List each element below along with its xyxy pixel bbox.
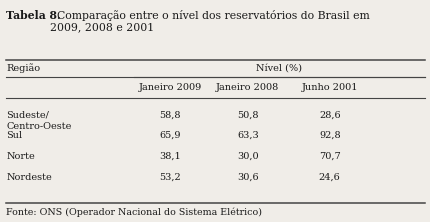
Text: Sul: Sul bbox=[6, 131, 22, 140]
Text: 65,9: 65,9 bbox=[159, 131, 181, 140]
Text: 92,8: 92,8 bbox=[318, 131, 340, 140]
Text: 58,8: 58,8 bbox=[159, 111, 181, 120]
Text: 38,1: 38,1 bbox=[159, 152, 181, 161]
Text: Janeiro 2009: Janeiro 2009 bbox=[138, 83, 201, 92]
Text: 30,6: 30,6 bbox=[237, 173, 258, 182]
Text: Comparação entre o nível dos reservatórios do Brasil em
2009, 2008 e 2001: Comparação entre o nível dos reservatóri… bbox=[49, 10, 369, 33]
Text: 53,2: 53,2 bbox=[159, 173, 181, 182]
Text: 50,8: 50,8 bbox=[237, 111, 258, 120]
Text: Tabela 8.: Tabela 8. bbox=[6, 10, 61, 21]
Text: Janeiro 2008: Janeiro 2008 bbox=[216, 83, 279, 92]
Text: 24,6: 24,6 bbox=[318, 173, 340, 182]
Text: Norte: Norte bbox=[6, 152, 35, 161]
Text: Centro-Oeste: Centro-Oeste bbox=[6, 122, 72, 131]
Text: Nível (%): Nível (%) bbox=[256, 64, 301, 73]
Text: Nordeste: Nordeste bbox=[6, 173, 52, 182]
Text: 30,0: 30,0 bbox=[237, 152, 258, 161]
Text: Região: Região bbox=[6, 63, 40, 73]
Text: Junho 2001: Junho 2001 bbox=[301, 83, 357, 92]
Text: 28,6: 28,6 bbox=[318, 111, 340, 120]
Text: 70,7: 70,7 bbox=[318, 152, 340, 161]
Text: Fonte: ONS (Operador Nacional do Sistema Elétrico): Fonte: ONS (Operador Nacional do Sistema… bbox=[6, 208, 262, 217]
Text: Sudeste/: Sudeste/ bbox=[6, 111, 49, 120]
Text: 63,3: 63,3 bbox=[237, 131, 258, 140]
